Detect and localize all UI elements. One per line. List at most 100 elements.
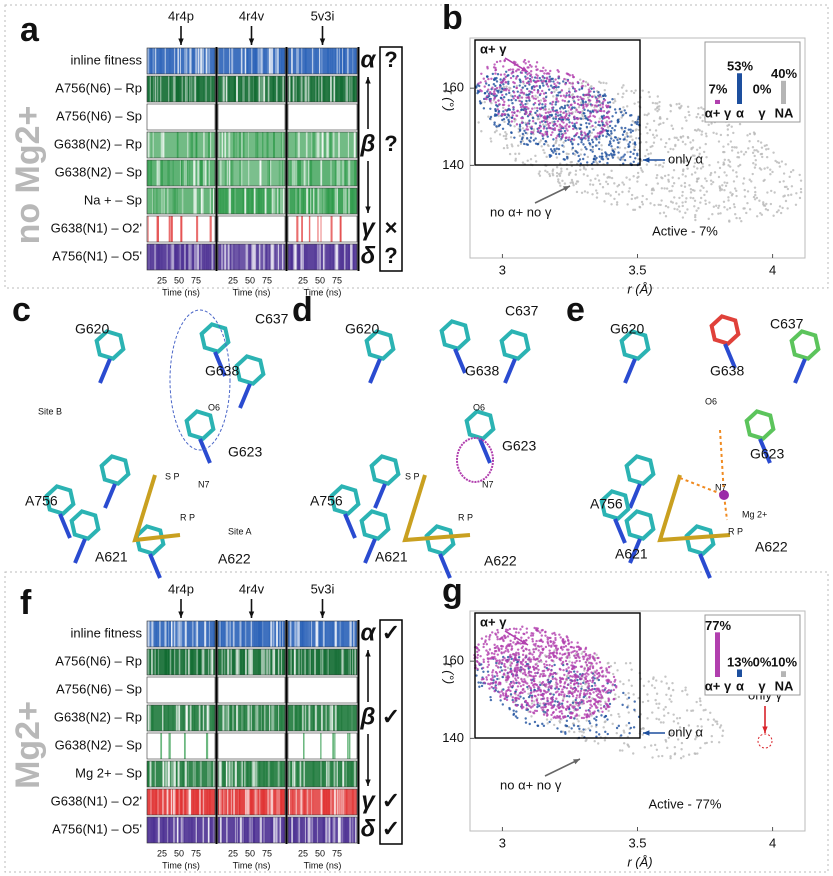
scatter-dot [493, 675, 496, 678]
scatter-dot [515, 86, 518, 90]
scatter-dot [522, 680, 525, 684]
scatter-dot [497, 647, 500, 650]
strip-line [226, 160, 229, 186]
strip-line [184, 76, 187, 102]
strip-line [230, 160, 233, 186]
scatter-dot [579, 117, 583, 120]
strip-line [254, 621, 256, 647]
scatter-dot [571, 664, 574, 667]
strip-line [281, 621, 284, 647]
strip-line [271, 817, 273, 843]
strip-line [188, 789, 190, 815]
strip-line [251, 789, 253, 815]
scatter-dot [552, 144, 555, 148]
scatter-dot [517, 681, 520, 684]
scatter-dot [507, 104, 511, 107]
strip-line [272, 705, 274, 731]
scatter-dot [559, 172, 562, 175]
scatter-dot [571, 143, 574, 146]
scatter-dot [593, 154, 597, 158]
scatter-dot [514, 677, 517, 680]
scatter-dot [549, 636, 552, 640]
scatter-dot [494, 657, 497, 661]
scatter-dot [533, 88, 536, 92]
scatter-dot [542, 134, 545, 137]
scatter-dot [507, 107, 510, 111]
strip-line [271, 649, 274, 675]
scatter-dot [512, 709, 515, 712]
scatter-dot [557, 687, 560, 691]
scatter-dot [646, 122, 649, 125]
scatter-dot [531, 116, 535, 120]
strip-line [338, 621, 342, 647]
scatter-dot [617, 193, 621, 196]
scatter-dot [697, 207, 700, 210]
scatter-dot [516, 109, 519, 113]
scatter-dot [792, 169, 795, 172]
strip-line [154, 244, 156, 270]
strip-line [172, 649, 174, 675]
scatter-dot [672, 713, 675, 716]
strip-line [317, 216, 319, 242]
strip-line [353, 244, 355, 270]
strip-line [337, 649, 340, 675]
scatter-dot [772, 151, 775, 154]
strip-line [314, 649, 316, 675]
scatter-dot [576, 102, 580, 106]
scatter-dot [735, 171, 738, 174]
scatter-dot [592, 90, 596, 94]
scatter-dot [751, 151, 755, 155]
scatter-dot [551, 677, 554, 681]
scatter-dot [535, 73, 538, 76]
strip-line [220, 789, 222, 815]
strip-line [344, 188, 347, 214]
strip-line [302, 160, 304, 186]
scatter-dot [586, 161, 589, 164]
scatter-dot [568, 95, 572, 99]
strip-line [270, 761, 273, 787]
strip-line [281, 705, 283, 731]
scatter-dot [659, 163, 662, 167]
scatter-dot [551, 696, 555, 699]
structure-label: 4r4p [168, 8, 194, 23]
strip-line [253, 76, 256, 102]
scatter-dot [597, 147, 601, 151]
strip-line [147, 216, 149, 242]
scatter-dot [582, 106, 585, 110]
scatter-dot [566, 700, 569, 703]
scatter-dot [555, 156, 559, 159]
scatter-dot [551, 659, 554, 662]
scatter-dot [527, 60, 530, 63]
scatter-dot [604, 730, 607, 734]
scatter-dot [761, 155, 764, 159]
strip-line [207, 160, 209, 186]
strip-line [212, 621, 215, 647]
strip-line [157, 244, 160, 270]
group-verdict: ? [384, 131, 397, 156]
strip-line [165, 817, 168, 843]
scatter-dot [534, 683, 538, 686]
scatter-dot [667, 711, 670, 715]
strip-background [288, 76, 357, 102]
scatter-dot [657, 203, 660, 207]
scatter-dot [494, 107, 497, 111]
scatter-dot [728, 206, 732, 210]
strip-line [175, 244, 177, 270]
strip-line [244, 649, 247, 675]
scatter-dot [504, 108, 507, 112]
strip-line [347, 76, 349, 102]
scatter-dot [552, 95, 555, 98]
strip-frame [217, 131, 286, 159]
time-label: Time (ns) [233, 287, 271, 297]
strip-line [344, 817, 347, 843]
scatter-dot [509, 685, 513, 688]
scatter-dot [731, 169, 735, 172]
strip-line [167, 649, 169, 675]
strip-line [288, 789, 291, 815]
strip-line [268, 761, 270, 787]
scatter-dot [698, 129, 701, 132]
scatter-dot [613, 99, 617, 103]
scatter-dot [788, 175, 791, 179]
strip-line [173, 48, 176, 74]
strip-line [277, 761, 280, 787]
